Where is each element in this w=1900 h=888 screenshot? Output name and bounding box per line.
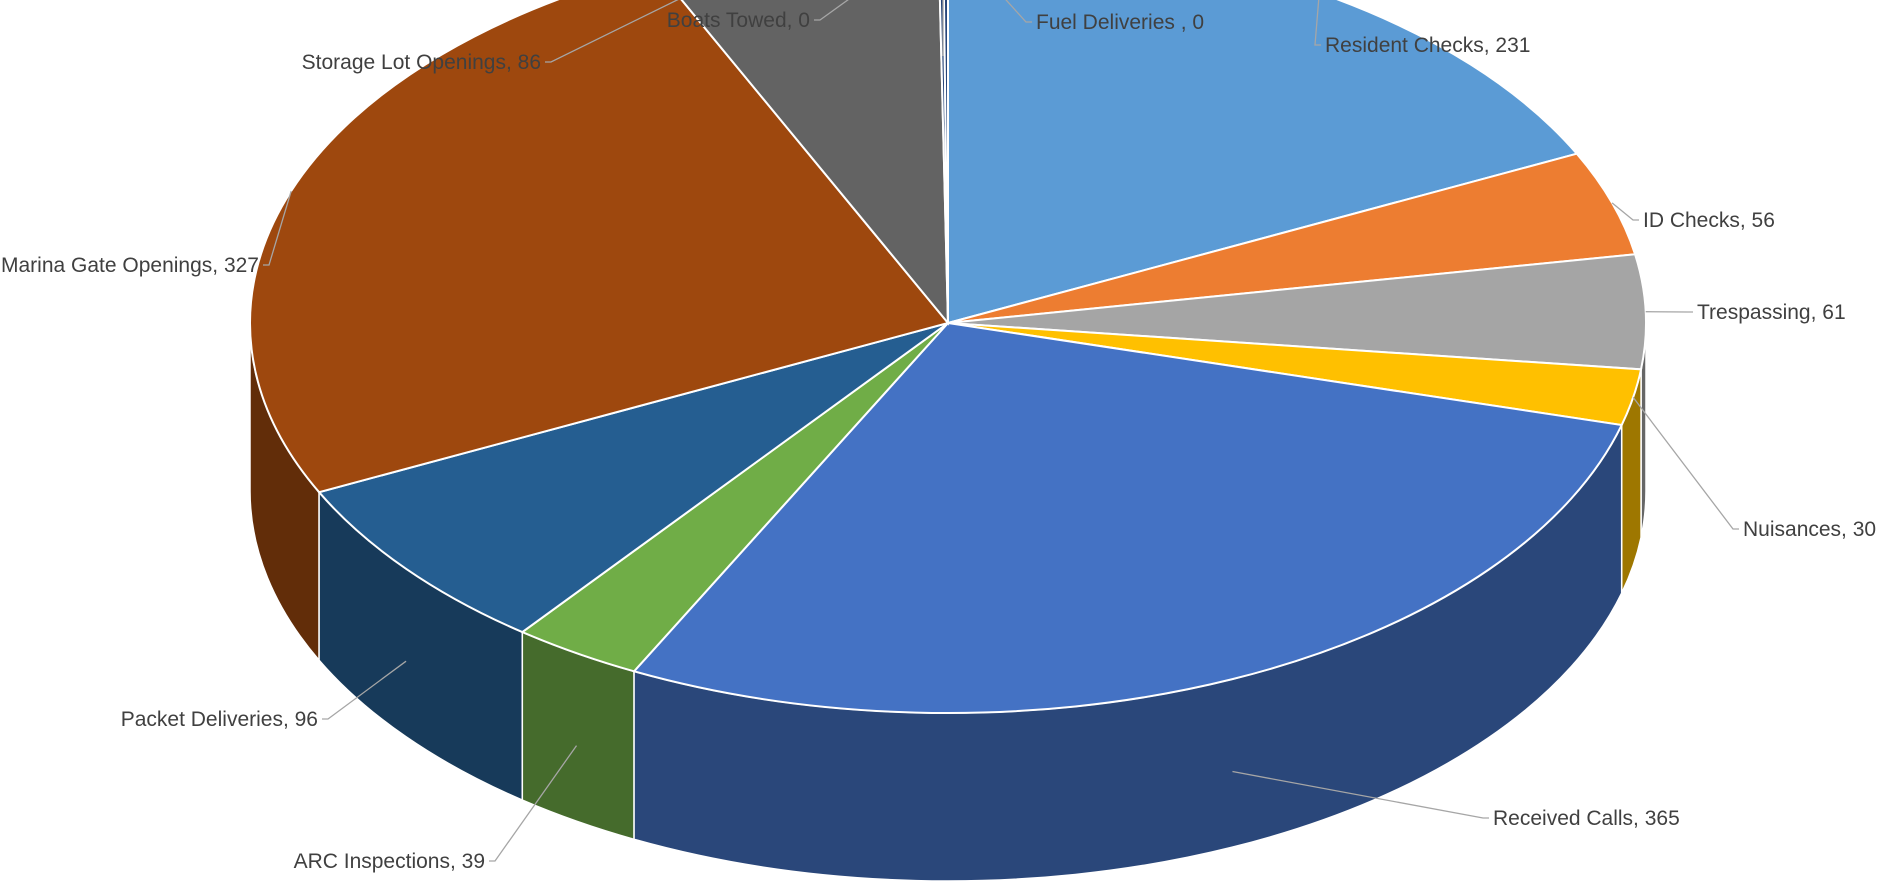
slice-trespassing — [947, 253, 1647, 371]
leader-line — [814, 0, 849, 21]
leader-lines — [263, 0, 1739, 862]
data-label-fuel-deliveries: Fuel Deliveries , 0 — [1036, 11, 1204, 34]
pie-tops — [249, 0, 1647, 715]
slice-storage-lot-openings — [680, 0, 950, 326]
leader-line — [1232, 770, 1489, 819]
slice-marina-gate-openings — [249, 0, 950, 494]
leader-line — [263, 190, 292, 266]
data-label-resident-checks: Resident Checks, 231 — [1325, 34, 1530, 57]
data-label-arc-inspections: ARC Inspections, 39 — [294, 850, 485, 873]
leader-line — [1632, 397, 1739, 530]
leader-line — [322, 660, 407, 720]
leader-line — [1314, 0, 1321, 46]
data-label-trespassing: Trespassing, 61 — [1697, 301, 1846, 324]
data-label-nuisances: Nuisances, 30 — [1743, 518, 1876, 541]
leader-line — [1005, 0, 1032, 23]
data-label-marina-gate-openings: Marina Gate Openings, 327 — [1, 254, 259, 277]
data-label-received-calls: Received Calls, 365 — [1493, 807, 1680, 830]
slice-boats-towed — [938, 0, 949, 324]
leader-line — [1611, 202, 1639, 221]
data-labels: Resident Checks, 231 ID Checks, 56 Trespas… — [1, 9, 1876, 873]
slice-packet-deliveries — [317, 322, 949, 634]
data-label-packet-deliveries: Packet Deliveries, 96 — [121, 708, 318, 731]
slice-received-calls — [632, 321, 1624, 715]
leader-line — [489, 745, 578, 862]
leader-line — [545, 0, 679, 63]
data-label-id-checks: ID Checks, 56 — [1643, 209, 1775, 232]
data-label-boats-towed: Boats Towed, 0 — [667, 9, 810, 32]
slice-fuel-deliveries — [942, 0, 949, 324]
data-label-storage-lot-openings: Storage Lot Openings, 86 — [302, 51, 541, 74]
slice-resident-checks — [947, 0, 1579, 325]
slice-id-checks — [947, 152, 1637, 324]
